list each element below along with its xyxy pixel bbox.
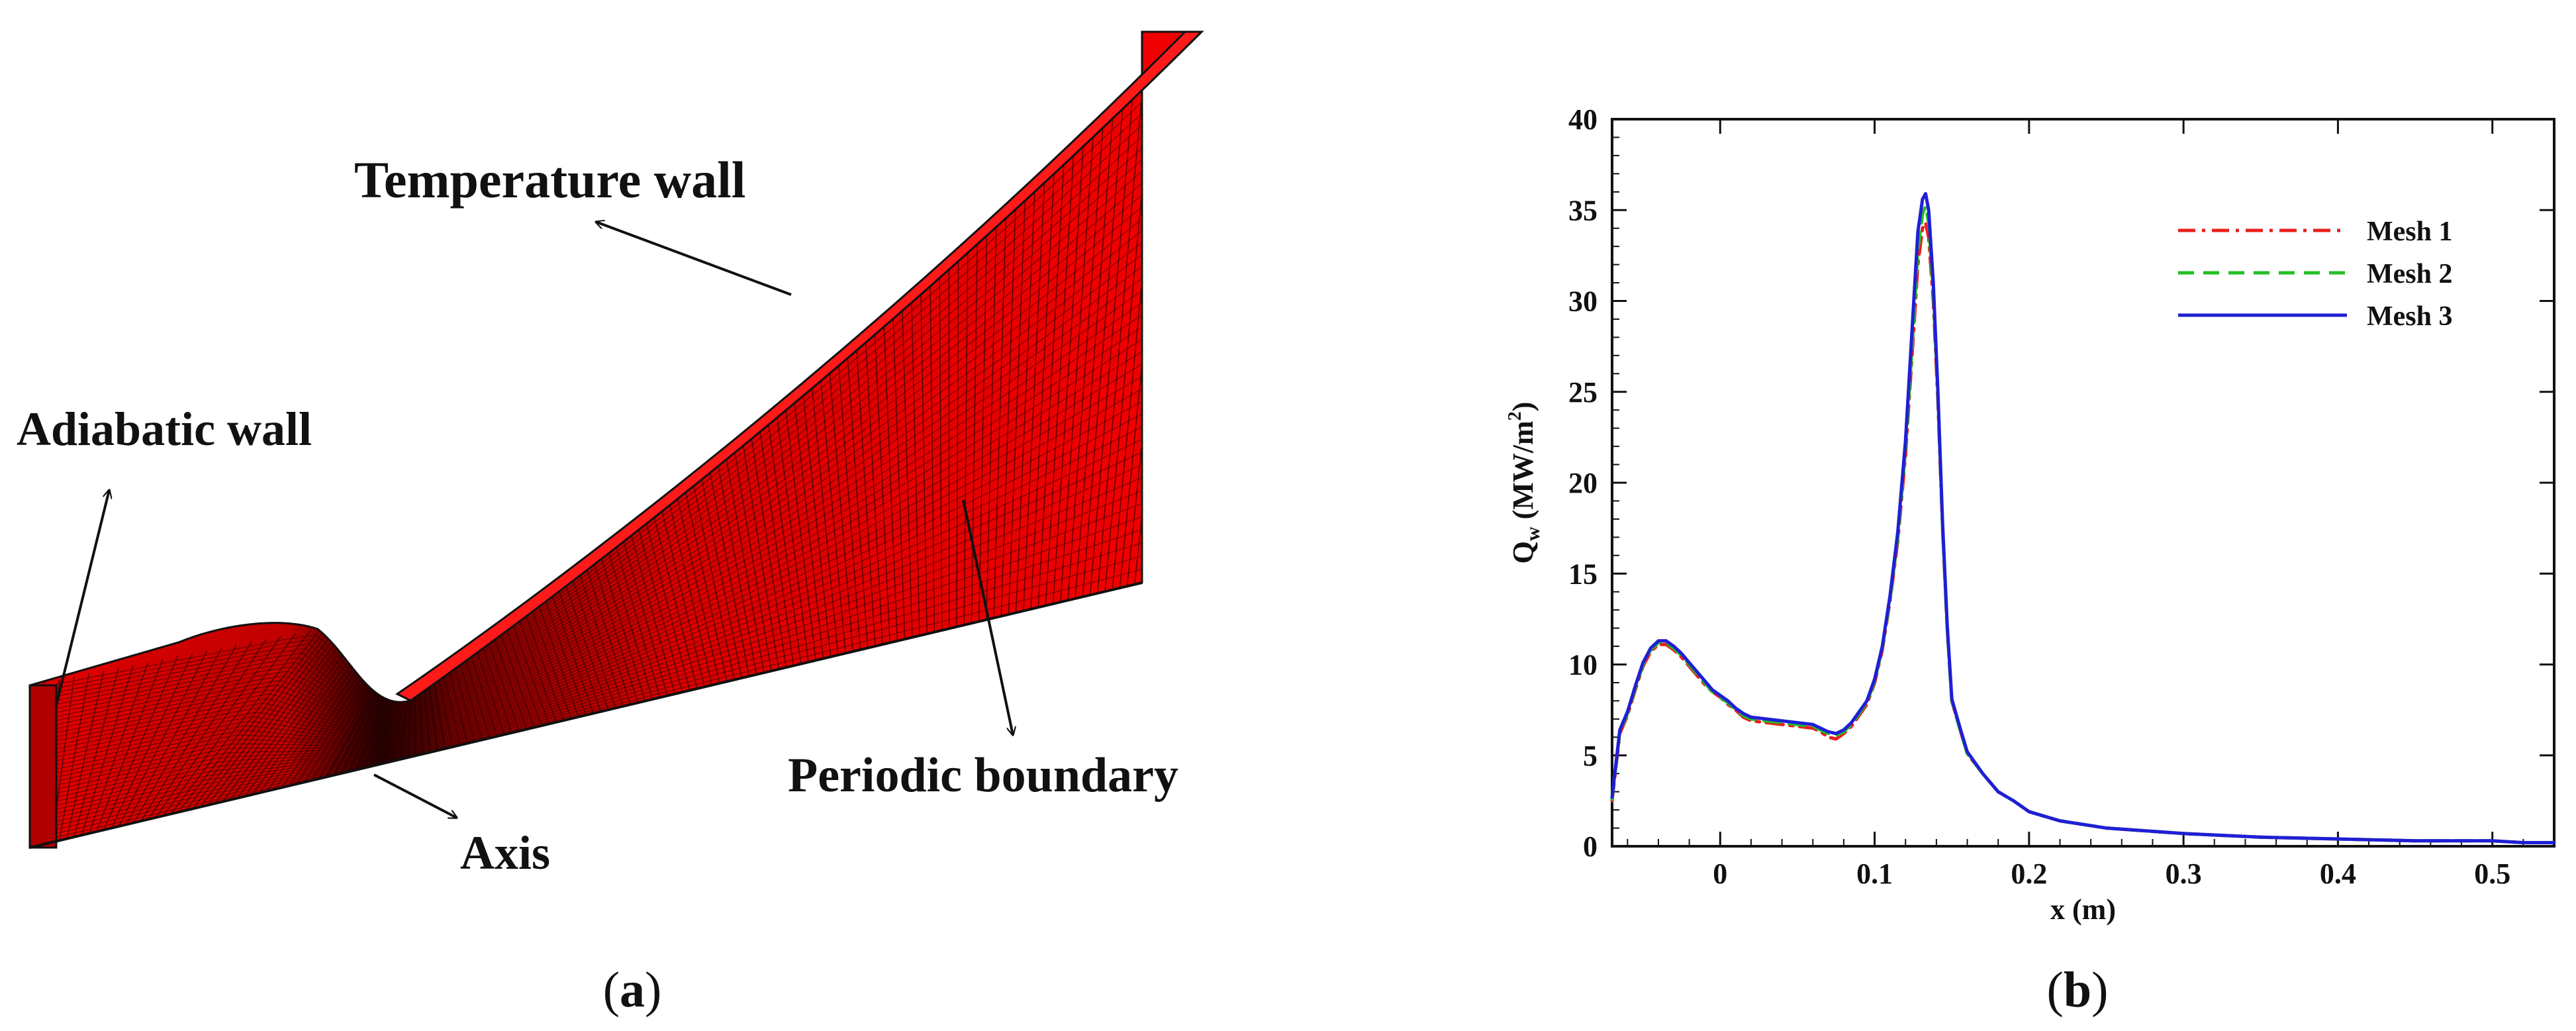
x-tick-label: 0.2: [2011, 858, 2047, 890]
y-tick-label: 0: [1583, 830, 1598, 863]
y-tick-label: 40: [1568, 103, 1598, 136]
y-tick-label: 35: [1568, 194, 1598, 226]
adiabatic-wall-cap: [30, 685, 56, 848]
y-tick-label: 10: [1568, 649, 1598, 681]
mesh-line: [1142, 32, 1202, 583]
legend: Mesh 1 Mesh 2 Mesh 3: [2178, 217, 2453, 332]
x-tick-label: 0.4: [2320, 858, 2356, 890]
y-axis-title: Qw (MW/m2): [1505, 402, 1544, 564]
x-tick-label: 0: [1713, 858, 1727, 890]
temperature-wall-label: Temperature wall: [354, 151, 745, 209]
panel-a-tag: (a): [603, 962, 662, 1018]
x-tick-label: 0.3: [2166, 858, 2202, 890]
periodic-boundary-label: Periodic boundary: [788, 748, 1178, 803]
legend-label-1: Mesh 1: [2367, 217, 2453, 247]
temperature-wall-arrow: [596, 222, 791, 295]
axis-arrow: [374, 775, 457, 818]
y-tick-label: 20: [1568, 467, 1598, 499]
series-layer: [1612, 194, 2554, 843]
panel-b-tag: (b): [2047, 962, 2109, 1018]
mesh-line: [1135, 42, 1192, 585]
axis-label: Axis: [460, 826, 550, 879]
adiabatic-wall-label: Adiabatic wall: [17, 403, 312, 456]
x-tick-label: 0.5: [2474, 858, 2510, 890]
series-line-3: [1612, 194, 2554, 843]
y-tick-label: 25: [1568, 376, 1598, 409]
y-tick-label: 30: [1568, 285, 1598, 318]
mesh-geometry-panel: Temperature wall Adiabatic wall Axis Per…: [17, 32, 1202, 1018]
y-tick-label: 5: [1583, 740, 1598, 772]
x-tick-label: 0.1: [1856, 858, 1893, 890]
legend-label-3: Mesh 3: [2367, 301, 2453, 332]
y-tick-label: 15: [1568, 558, 1598, 590]
x-axis-title: x (m): [2050, 893, 2116, 926]
legend-label-2: Mesh 2: [2367, 259, 2453, 289]
